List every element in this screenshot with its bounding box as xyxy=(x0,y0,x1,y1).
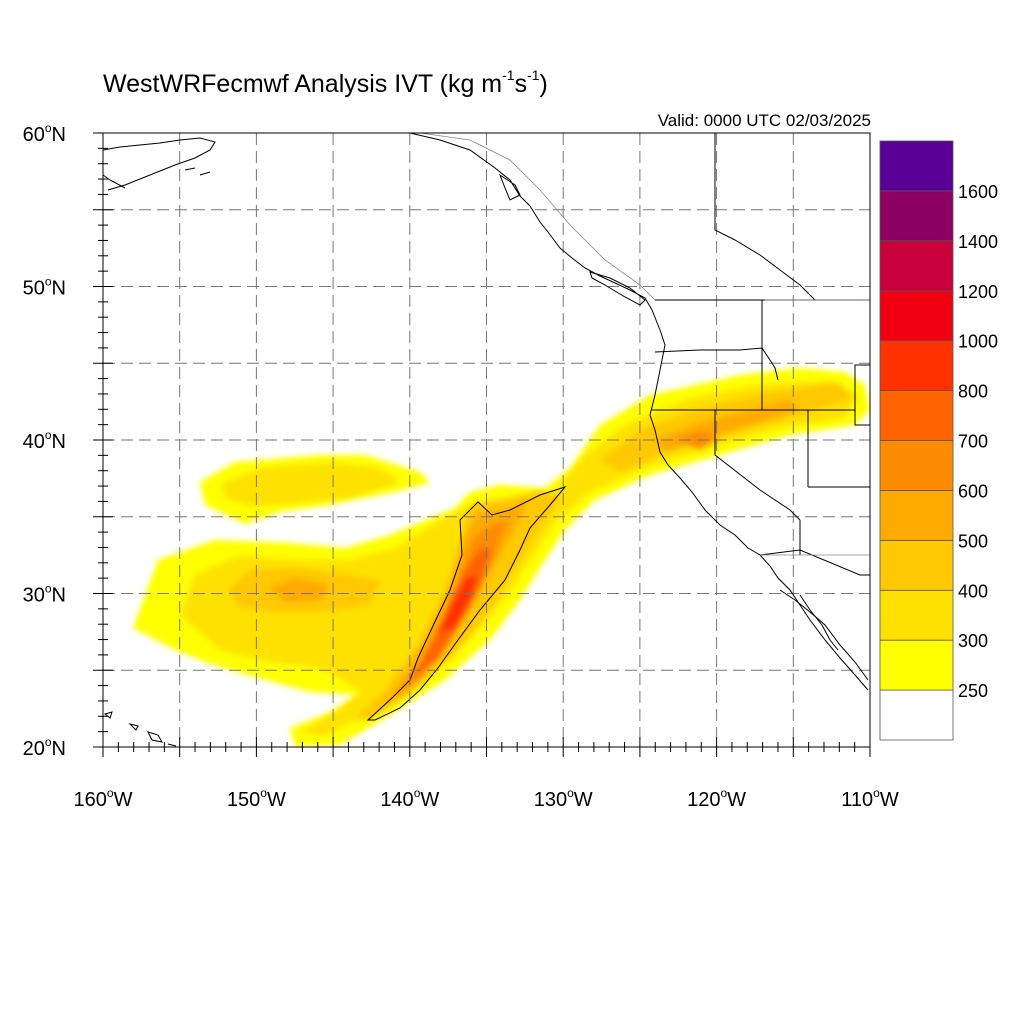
colorbar-label: 400 xyxy=(958,581,988,601)
lon-label: 160oW xyxy=(74,786,133,811)
colorbar-swatch xyxy=(879,190,954,242)
colorbar: 250 300 400 500 600 700 800 1000 1200 1400 1600 xyxy=(879,140,998,741)
colorbar-label: 300 xyxy=(958,631,988,651)
coastlines xyxy=(103,133,869,747)
colorbar-swatch xyxy=(879,440,954,491)
colorbar-label: 500 xyxy=(958,531,988,551)
valid-time: Valid: 0000 UTC 02/03/2025 xyxy=(657,111,871,130)
mexico-border xyxy=(759,549,870,576)
title-prefix: WestWRFecmwf Analysis IVT (kg m xyxy=(103,70,503,98)
colorbar-label: 250 xyxy=(958,681,988,701)
alaska-panhandle-coast xyxy=(409,133,869,691)
axis-ticks xyxy=(93,132,871,757)
colorbar-label: 1200 xyxy=(958,282,998,302)
colorbar-swatch xyxy=(879,340,954,391)
lon-label: 140oW xyxy=(380,786,439,811)
baja-coast xyxy=(779,589,869,681)
colorbar-label: 700 xyxy=(958,432,988,452)
lon-label: 150oW xyxy=(227,786,286,811)
state-borders xyxy=(652,133,870,576)
ivt-500-region xyxy=(268,578,330,602)
colorbar-swatch xyxy=(879,240,954,292)
alaska-coast xyxy=(103,137,216,191)
lat-labels: 60oN 50oN 40oN 30oN 20oN xyxy=(23,121,66,760)
title-exp1: -1 xyxy=(502,67,515,83)
colorbar-swatch xyxy=(879,140,954,192)
hawaii-coast xyxy=(103,711,177,747)
title-mid: s xyxy=(514,70,528,98)
title-suffix: ) xyxy=(539,70,548,98)
ivt-800-region xyxy=(438,575,478,632)
california-nevada-border xyxy=(714,410,801,521)
colorbar-label: 1600 xyxy=(958,182,998,202)
chart-title: WestWRFecmwf Analysis IVT (kg m-1s-1) xyxy=(103,67,548,99)
colorbar-label: 1400 xyxy=(958,232,998,252)
aleutian-coast xyxy=(184,167,211,176)
lon-labels: 160oW 150oW 140oW 130oW 120oW 110oW xyxy=(74,786,899,811)
colorbar-label: 800 xyxy=(958,382,988,402)
lat-label: 30oN xyxy=(23,582,66,607)
colorbar-swatch xyxy=(879,689,954,741)
ivt-300-region xyxy=(222,462,400,507)
vancouver-island-coast xyxy=(589,271,646,306)
lon-label: 120oW xyxy=(687,786,746,811)
gulf-california-coast xyxy=(799,594,839,651)
coastlines-thin xyxy=(419,133,870,556)
colorbar-label: 1000 xyxy=(958,332,998,352)
colorbar-swatch xyxy=(879,589,954,641)
lat-label: 50oN xyxy=(23,275,66,300)
lat-label: 40oN xyxy=(23,428,66,453)
gridlines xyxy=(103,133,870,747)
colorbar-swatch xyxy=(879,539,954,591)
colorbar-swatch xyxy=(879,490,954,541)
colorbar-swatch xyxy=(879,390,954,441)
title-exp2: -1 xyxy=(527,67,540,83)
alaska-peninsula-coast xyxy=(103,174,126,189)
colorbar-swatch xyxy=(879,290,954,342)
ivt-field xyxy=(133,368,870,747)
lon-label: 130oW xyxy=(534,786,593,811)
colorbar-label: 600 xyxy=(958,481,988,501)
ivt-contour xyxy=(366,486,567,721)
lat-label: 60oN xyxy=(23,121,66,146)
lon-label: 110oW xyxy=(841,786,899,811)
island-coast xyxy=(498,173,521,201)
wyoming-border xyxy=(854,364,870,426)
canada-us-border xyxy=(714,133,816,301)
lat-label: 20oN xyxy=(23,735,66,760)
colorbar-swatch xyxy=(879,639,954,691)
